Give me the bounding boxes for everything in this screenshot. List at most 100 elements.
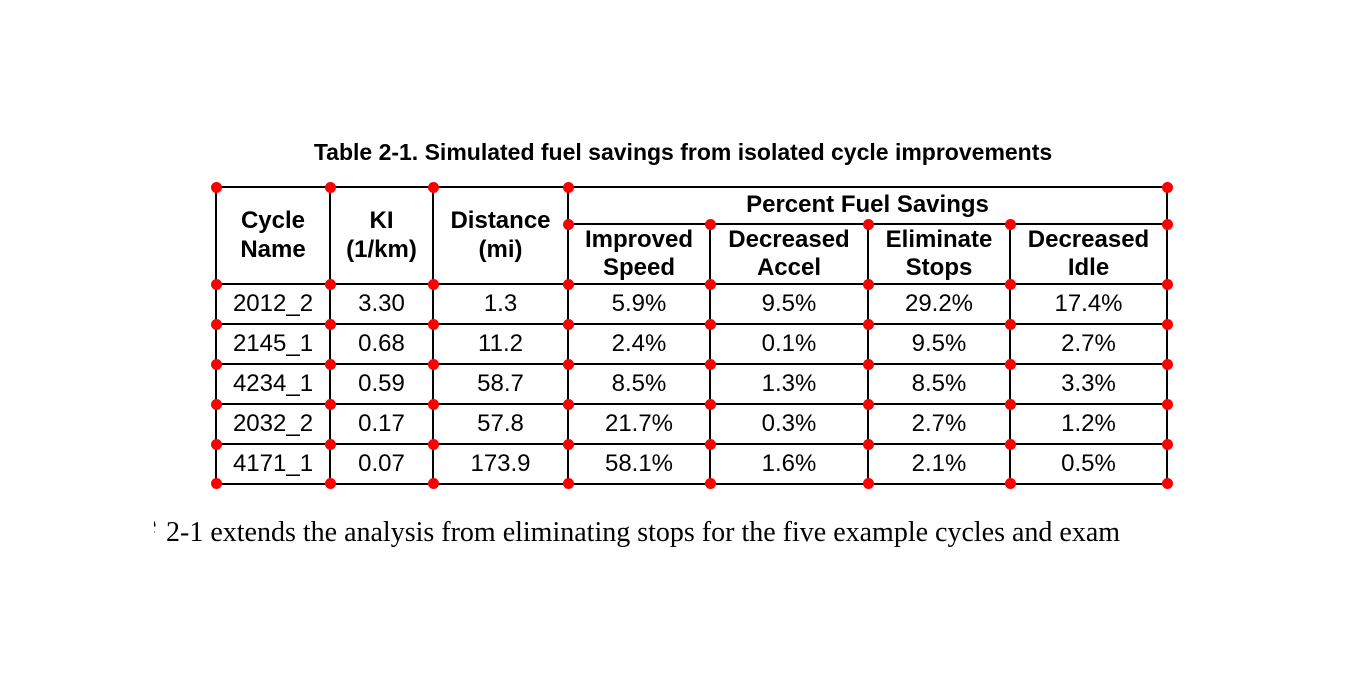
cell-corner-handle[interactable] <box>324 181 336 193</box>
table-cell: 17.4% <box>1009 283 1168 325</box>
table-cell: 9.5% <box>709 283 869 325</box>
cell-corner-handle[interactable] <box>1004 477 1016 489</box>
cell-corner-handle[interactable] <box>862 318 874 330</box>
cell-corner-handle[interactable] <box>427 358 439 370</box>
table-cell: 2032_2 <box>215 403 331 445</box>
cell-corner-handle[interactable] <box>862 438 874 450</box>
table-cell: 4234_1 <box>215 363 331 405</box>
cell-corner-handle[interactable] <box>1004 218 1016 230</box>
table-cell: 0.07 <box>329 443 434 485</box>
header-row-group: Cycle Name KI (1/km) Distance (mi) Perce… <box>215 186 1168 285</box>
table-cell: 11.2 <box>432 323 569 365</box>
cell-corner-handle[interactable] <box>562 318 574 330</box>
cell-corner-handle[interactable] <box>210 438 222 450</box>
col-header-distance: Distance (mi) <box>432 186 569 285</box>
table-cell: 2.4% <box>567 323 711 365</box>
cell-corner-handle[interactable] <box>324 398 336 410</box>
cell-corner-handle[interactable] <box>1004 278 1016 290</box>
table-cell: 0.59 <box>329 363 434 405</box>
cell-corner-handle[interactable] <box>427 278 439 290</box>
cell-corner-handle[interactable] <box>210 181 222 193</box>
cell-corner-handle[interactable] <box>704 358 716 370</box>
cell-corner-handle[interactable] <box>324 477 336 489</box>
cell-corner-handle[interactable] <box>1161 318 1173 330</box>
cell-corner-handle[interactable] <box>210 318 222 330</box>
col-header-ki: KI (1/km) <box>329 186 434 285</box>
table-title: Table 2-1. Simulated fuel savings from i… <box>313 139 1053 165</box>
cell-corner-handle[interactable] <box>704 438 716 450</box>
cell-corner-handle[interactable] <box>324 358 336 370</box>
cell-corner-handle[interactable] <box>210 477 222 489</box>
data-table: Cycle Name KI (1/km) Distance (mi) Perce… <box>215 186 1168 485</box>
table-cell: 8.5% <box>567 363 711 405</box>
table-cell: 2145_1 <box>215 323 331 365</box>
cell-corner-handle[interactable] <box>1161 278 1173 290</box>
cell-corner-handle[interactable] <box>427 438 439 450</box>
table-row: 2145_1 0.68 11.2 2.4% 0.1% 9.5% 2.7% <box>215 323 1168 365</box>
cell-corner-handle[interactable] <box>704 398 716 410</box>
table-cell: 2012_2 <box>215 283 331 325</box>
table-cell: 8.5% <box>867 363 1011 405</box>
cell-corner-handle[interactable] <box>704 318 716 330</box>
cell-corner-handle[interactable] <box>562 477 574 489</box>
cell-corner-handle[interactable] <box>1004 398 1016 410</box>
table-cell: 29.2% <box>867 283 1011 325</box>
table-cell: 0.1% <box>709 323 869 365</box>
cell-corner-handle[interactable] <box>324 438 336 450</box>
cell-corner-handle[interactable] <box>427 318 439 330</box>
table-cell: 1.2% <box>1009 403 1168 445</box>
table-row: 2032_2 0.17 57.8 21.7% 0.3% 2.7% 1.2% <box>215 403 1168 445</box>
cell-corner-handle[interactable] <box>862 358 874 370</box>
cell-corner-handle[interactable] <box>427 181 439 193</box>
cell-corner-handle[interactable] <box>862 218 874 230</box>
col-header-improved-speed: Improved Speed <box>567 223 711 285</box>
cell-corner-handle[interactable] <box>1161 477 1173 489</box>
cell-corner-handle[interactable] <box>1004 438 1016 450</box>
cell-corner-handle[interactable] <box>427 477 439 489</box>
table-row: 4171_1 0.07 173.9 58.1% 1.6% 2.1% 0.5% <box>215 443 1168 485</box>
cell-corner-handle[interactable] <box>324 278 336 290</box>
cell-corner-handle[interactable] <box>562 278 574 290</box>
cell-corner-handle[interactable] <box>1004 358 1016 370</box>
col-header-decreased-idle: Decreased Idle <box>1009 223 1168 285</box>
cell-corner-handle[interactable] <box>704 477 716 489</box>
cell-corner-handle[interactable] <box>427 398 439 410</box>
table-cell: 9.5% <box>867 323 1011 365</box>
table-row: 4234_1 0.59 58.7 8.5% 1.3% 8.5% 3.3% <box>215 363 1168 405</box>
body-text-line: e2-1 extends the analysis from eliminati… <box>154 509 1366 549</box>
cell-corner-handle[interactable] <box>210 398 222 410</box>
cell-corner-handle[interactable] <box>1161 181 1173 193</box>
table-cell: 0.5% <box>1009 443 1168 485</box>
table-cell: 0.68 <box>329 323 434 365</box>
cell-corner-handle[interactable] <box>1004 318 1016 330</box>
cell-corner-handle[interactable] <box>1161 438 1173 450</box>
cell-corner-handle[interactable] <box>704 278 716 290</box>
cell-corner-handle[interactable] <box>562 438 574 450</box>
cell-corner-handle[interactable] <box>562 358 574 370</box>
table-cell: 173.9 <box>432 443 569 485</box>
cell-corner-handle[interactable] <box>1161 358 1173 370</box>
body-text: 2-1 extends the analysis from eliminatin… <box>166 517 1121 548</box>
cell-corner-handle[interactable] <box>562 181 574 193</box>
cell-corner-handle[interactable] <box>862 477 874 489</box>
cell-corner-handle[interactable] <box>1161 218 1173 230</box>
cell-corner-handle[interactable] <box>862 278 874 290</box>
cell-corner-handle[interactable] <box>210 278 222 290</box>
table-cell: 3.30 <box>329 283 434 325</box>
col-header-decreased-accel: Decreased Accel <box>709 223 869 285</box>
cell-corner-handle[interactable] <box>704 218 716 230</box>
clipped-glyph-fragment: e <box>154 509 159 541</box>
cell-corner-handle[interactable] <box>562 398 574 410</box>
col-header-eliminate-stops: Eliminate Stops <box>867 223 1011 285</box>
table-cell: 1.3 <box>432 283 569 325</box>
cell-corner-handle[interactable] <box>210 358 222 370</box>
cell-corner-handle[interactable] <box>324 318 336 330</box>
cell-corner-handle[interactable] <box>1161 398 1173 410</box>
cell-corner-handle[interactable] <box>862 398 874 410</box>
table-cell: 57.8 <box>432 403 569 445</box>
table-cell: 1.6% <box>709 443 869 485</box>
cell-corner-handle[interactable] <box>562 218 574 230</box>
table-cell: 4171_1 <box>215 443 331 485</box>
